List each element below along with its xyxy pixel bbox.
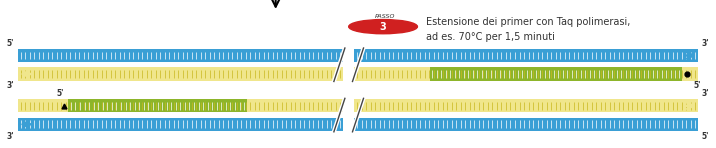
Text: 3: 3 xyxy=(379,22,387,32)
FancyBboxPatch shape xyxy=(68,99,247,112)
FancyBboxPatch shape xyxy=(18,49,343,62)
FancyBboxPatch shape xyxy=(354,49,698,62)
Text: Estensione dei primer con Taq polimerasi,
ad es. 70°C per 1,5 minuti: Estensione dei primer con Taq polimerasi… xyxy=(426,17,630,42)
Text: 5': 5' xyxy=(57,89,64,98)
FancyBboxPatch shape xyxy=(18,99,343,112)
Text: 3': 3' xyxy=(702,89,710,98)
Text: 5': 5' xyxy=(702,132,709,141)
FancyBboxPatch shape xyxy=(18,67,343,81)
FancyBboxPatch shape xyxy=(354,67,698,81)
Circle shape xyxy=(349,20,417,34)
Text: 3': 3' xyxy=(702,39,710,48)
Text: 5': 5' xyxy=(693,81,700,90)
Text: PASSO: PASSO xyxy=(375,14,395,19)
Text: 5': 5' xyxy=(7,39,14,48)
Text: 3': 3' xyxy=(6,132,14,141)
FancyBboxPatch shape xyxy=(354,99,698,112)
FancyBboxPatch shape xyxy=(430,67,682,81)
Text: 3': 3' xyxy=(6,81,14,90)
FancyBboxPatch shape xyxy=(354,118,698,131)
FancyBboxPatch shape xyxy=(18,118,343,131)
